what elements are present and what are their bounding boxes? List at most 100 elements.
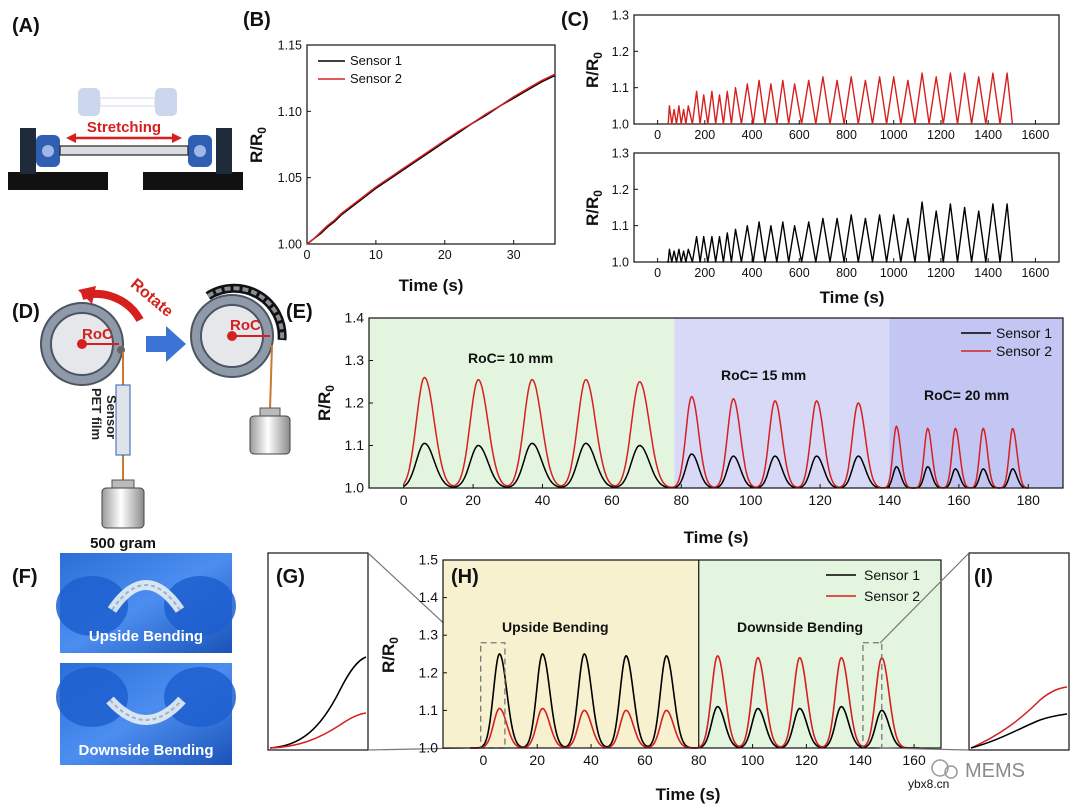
chart-e-xlabel: Time (s) bbox=[684, 528, 749, 547]
y-tick-label: 1.4 bbox=[345, 310, 365, 326]
panel-i-label: (I) bbox=[974, 566, 993, 588]
watermark-brand: MEMS bbox=[965, 760, 1025, 782]
zoom-line-i-bottom bbox=[879, 747, 970, 751]
y-tick-label: 1.0 bbox=[345, 480, 365, 496]
y-tick-label: 1.10 bbox=[278, 105, 302, 119]
watermark: MEMS ybx8.cn bbox=[908, 759, 1025, 791]
region-h-bg-2 bbox=[698, 560, 941, 748]
chart-c-xlabel: Time (s) bbox=[820, 288, 885, 307]
y-tick-label: 1.1 bbox=[612, 219, 629, 233]
chart-c-bottom-ylabel: R/R0 bbox=[583, 190, 605, 226]
chart-c-top-ylabel: R/R0 bbox=[583, 52, 605, 88]
region-h-1-label: Upside Bending bbox=[502, 619, 609, 635]
panel-e-label: (E) bbox=[286, 301, 313, 323]
chart-h-legend: Sensor 1 Sensor 2 bbox=[826, 567, 920, 604]
panel-f: (F) Upside Bending Downside Bending bbox=[12, 553, 236, 765]
x-tick-label: 100 bbox=[741, 752, 765, 768]
x-tick-label: 1000 bbox=[880, 128, 908, 142]
panel-i: (I) bbox=[879, 552, 1070, 751]
x-tick-label: 40 bbox=[583, 752, 599, 768]
inset-g-sensor2 bbox=[269, 712, 367, 749]
legend-h-sensor2: Sensor 2 bbox=[864, 588, 920, 604]
x-tick-label: 0 bbox=[400, 492, 408, 508]
region-e-bg-2 bbox=[674, 318, 890, 488]
y-tick-label: 1.1 bbox=[419, 702, 439, 718]
x-tick-label: 0 bbox=[654, 128, 661, 142]
inset-i-frame bbox=[968, 552, 1070, 751]
y-tick-label: 1.3 bbox=[345, 352, 365, 368]
x-tick-label: 160 bbox=[947, 492, 971, 508]
svg-text:R/R0: R/R0 bbox=[247, 127, 269, 163]
svg-text:R/R0: R/R0 bbox=[583, 190, 605, 226]
y-tick-label: 1.1 bbox=[612, 81, 629, 95]
chart-b: 0 10 20 30 1.00 1.05 1.10 1.15 bbox=[278, 39, 556, 262]
sensor-label: Sensor bbox=[104, 395, 119, 439]
zoom-line-i-top bbox=[879, 552, 970, 644]
roc-label-right: RoC bbox=[230, 317, 261, 334]
panel-a-label: (A) bbox=[12, 15, 40, 37]
x-tick-label: 0 bbox=[654, 266, 661, 280]
roc-label-left: RoC bbox=[82, 326, 113, 343]
x-tick-label: 1000 bbox=[880, 266, 908, 280]
photo-downside-label: Downside Bending bbox=[79, 742, 214, 759]
y-tick-label: 1.5 bbox=[419, 552, 439, 568]
base-block-right bbox=[143, 172, 243, 190]
x-tick-label: 1400 bbox=[974, 266, 1002, 280]
post-left bbox=[20, 128, 36, 174]
svg-text:R/R0: R/R0 bbox=[583, 52, 605, 88]
process-arrow bbox=[146, 326, 186, 362]
y-tick-label: 1.0 bbox=[419, 740, 439, 756]
post-right bbox=[216, 128, 232, 174]
bending-wheel-right bbox=[190, 283, 287, 378]
x-tick-label: 400 bbox=[742, 266, 763, 280]
line-sensor-2 bbox=[403, 376, 1029, 489]
chart-e-legend: Sensor 1 Sensor 2 bbox=[961, 325, 1052, 359]
x-tick-label: 1600 bbox=[1021, 266, 1049, 280]
region-e-bg-1 bbox=[369, 318, 675, 488]
stretching-label: Stretching bbox=[87, 119, 161, 136]
inset-i-sensor1 bbox=[970, 713, 1068, 749]
chart-h-xlabel: Time (s) bbox=[656, 785, 721, 804]
chart-h: 0 20 40 60 80 100 120 140 160 1.0 1.1 1.2 1.3 1.4 1.5 bbox=[419, 552, 941, 768]
region-e-bg-3 bbox=[889, 318, 1063, 488]
sensor-strip bbox=[115, 384, 131, 456]
x-tick-label: 0 bbox=[304, 248, 311, 262]
x-tick-label: 800 bbox=[836, 266, 857, 280]
panel-h: 0 20 40 60 80 100 120 140 1601.01.11.21.31.41.5 … bbox=[379, 552, 942, 804]
x-tick-label: 20 bbox=[465, 492, 481, 508]
y-tick-label: 1.0 bbox=[612, 118, 629, 132]
panel-d-label: (D) bbox=[12, 301, 40, 323]
chart-c-bottom: 0 200 400 600 800 1000 1200 1400 1600 1.0 1.1 1.2 1.… bbox=[612, 147, 1050, 281]
x-tick-label: 140 bbox=[849, 752, 873, 768]
x-tick-label: 1200 bbox=[927, 128, 955, 142]
x-tick-label: 1400 bbox=[974, 128, 1002, 142]
inset-g-frame bbox=[267, 552, 369, 751]
x-tick-label: 400 bbox=[742, 128, 763, 142]
chart-b-xlabel: Time (s) bbox=[399, 276, 464, 295]
x-tick-label: 120 bbox=[795, 752, 819, 768]
x-tick-label: 1600 bbox=[1021, 128, 1049, 142]
region-h-2-label: Downside Bending bbox=[737, 619, 863, 635]
x-tick-label: 60 bbox=[637, 752, 653, 768]
photo-upside-label: Upside Bending bbox=[89, 628, 203, 645]
svg-text:R/R0: R/R0 bbox=[315, 385, 337, 421]
chart-c-top: 0 200 400 600 800 1000 1200 1400 1600 1.0 1.1 1.2 1.… bbox=[612, 9, 1050, 143]
photo-downside-bending: Downside Bending bbox=[56, 663, 236, 765]
watermark-site: ybx8.cn bbox=[908, 777, 949, 791]
x-tick-label: 30 bbox=[507, 248, 521, 262]
chart-e: 0 20 40 60 80 100 120 140 160 180 1.0 1.1 1.2 1.3 1.4 bbox=[345, 310, 1063, 508]
x-tick-label: 80 bbox=[691, 752, 707, 768]
x-tick-label: 20 bbox=[529, 752, 545, 768]
y-tick-label: 1.0 bbox=[612, 256, 629, 270]
panel-f-label: (F) bbox=[12, 566, 38, 588]
x-tick-label: 120 bbox=[808, 492, 832, 508]
panel-d: (D) Rotate RoC Sensor PET film 500 gram bbox=[12, 276, 291, 552]
x-tick-label: 600 bbox=[789, 266, 810, 280]
region-e-3-label: RoC= 20 mm bbox=[924, 387, 1009, 403]
weight-right bbox=[249, 415, 291, 455]
y-tick-label: 1.00 bbox=[278, 238, 302, 252]
base-block-left bbox=[8, 172, 108, 190]
panel-e: (E) 0 20 40 60 80 100 120 140 160 180 1.0 1.1 1.2 1.3… bbox=[286, 301, 1064, 547]
y-tick-label: 1.2 bbox=[612, 183, 629, 197]
